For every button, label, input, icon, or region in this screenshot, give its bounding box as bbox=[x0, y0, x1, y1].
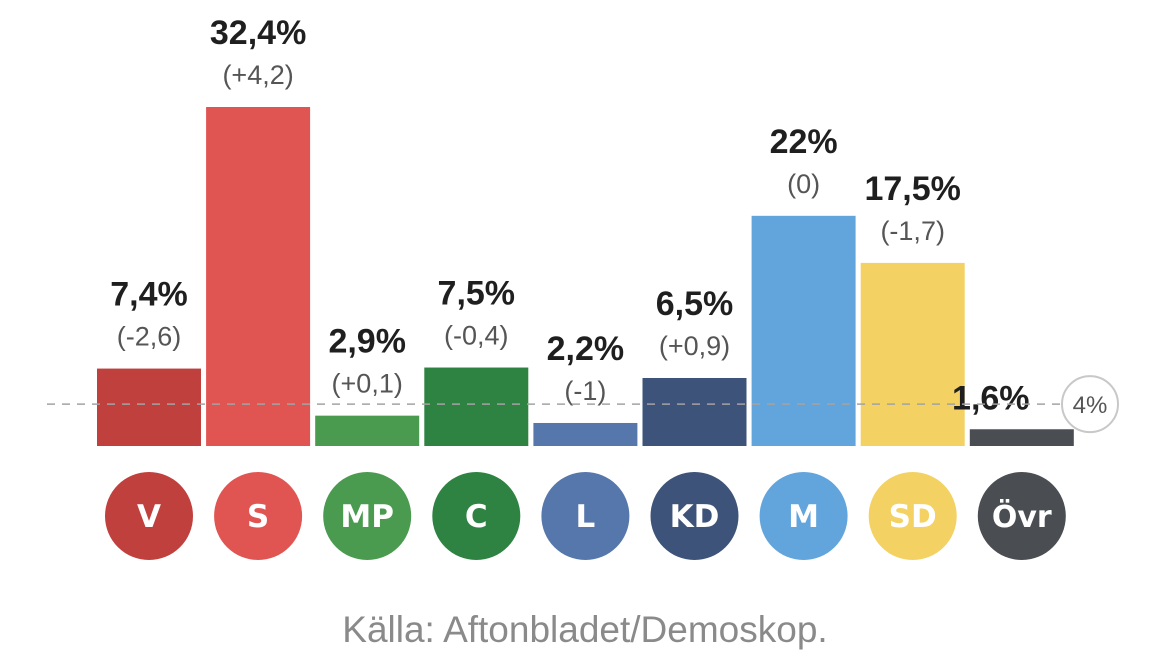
party-label-s: S bbox=[247, 499, 269, 535]
bar-sd bbox=[860, 262, 965, 446]
change-label-l: (-1) bbox=[564, 376, 606, 406]
party-circle-v bbox=[105, 472, 193, 560]
threshold-circle bbox=[1061, 375, 1119, 434]
threshold-label: 4% bbox=[1073, 392, 1108, 419]
bar-kd bbox=[642, 377, 747, 446]
change-label-sd: (-1,7) bbox=[880, 216, 945, 246]
value-label-v: 7,4% bbox=[110, 276, 188, 314]
change-label-v: (-2,6) bbox=[117, 322, 182, 352]
bar-mp bbox=[315, 415, 420, 446]
value-label-m: 22% bbox=[770, 123, 838, 161]
value-label-s: 32,4% bbox=[210, 14, 306, 52]
party-circle-mp bbox=[323, 472, 412, 560]
value-label-c: 7,5% bbox=[438, 275, 516, 313]
labels-group: 7,4% (-2,6) 32,4% (+4,2) 2,9% (+0,1) 7,5% (-0,4… bbox=[110, 14, 1029, 417]
party-label-sd: SD bbox=[889, 499, 937, 535]
bar-v bbox=[97, 368, 201, 446]
party-circle-kd bbox=[650, 472, 739, 560]
party-circles-group: V S MP C L KD M SD Övr bbox=[105, 472, 1066, 560]
party-circle-sd bbox=[868, 472, 957, 560]
change-label-c: (-0,4) bbox=[444, 321, 509, 351]
value-label-sd: 17,5% bbox=[864, 170, 960, 208]
source-caption: Källa: Aftonbladet/Demoskop. bbox=[342, 609, 828, 650]
value-label-övr: 1,6% bbox=[952, 379, 1030, 417]
party-circle-c bbox=[432, 472, 521, 560]
bar-l bbox=[533, 422, 638, 446]
party-circle-övr bbox=[977, 472, 1066, 560]
party-label-kd: KD bbox=[670, 499, 720, 535]
party-circle-m bbox=[759, 472, 848, 560]
party-circle-s bbox=[214, 472, 303, 560]
bars-group bbox=[97, 107, 1074, 446]
change-label-mp: (+0,1) bbox=[332, 369, 403, 399]
change-label-m: (0) bbox=[787, 169, 820, 199]
party-circle-l bbox=[541, 472, 630, 560]
change-label-s: (+4,2) bbox=[222, 60, 293, 90]
change-label-kd: (+0,9) bbox=[659, 331, 730, 361]
bar-m bbox=[751, 215, 856, 446]
value-label-kd: 6,5% bbox=[656, 285, 734, 323]
party-label-l: L bbox=[576, 499, 596, 535]
bar-övr bbox=[969, 429, 1074, 446]
party-label-m: M bbox=[788, 499, 819, 535]
party-label-c: C bbox=[465, 499, 488, 535]
value-label-l: 2,2% bbox=[547, 330, 625, 368]
bar-s bbox=[206, 107, 311, 446]
party-label-v: V bbox=[137, 499, 161, 535]
value-label-mp: 2,9% bbox=[328, 323, 406, 361]
party-label-mp: MP bbox=[340, 499, 394, 535]
party-label-övr: Övr bbox=[992, 498, 1052, 535]
bar-c bbox=[424, 367, 529, 446]
